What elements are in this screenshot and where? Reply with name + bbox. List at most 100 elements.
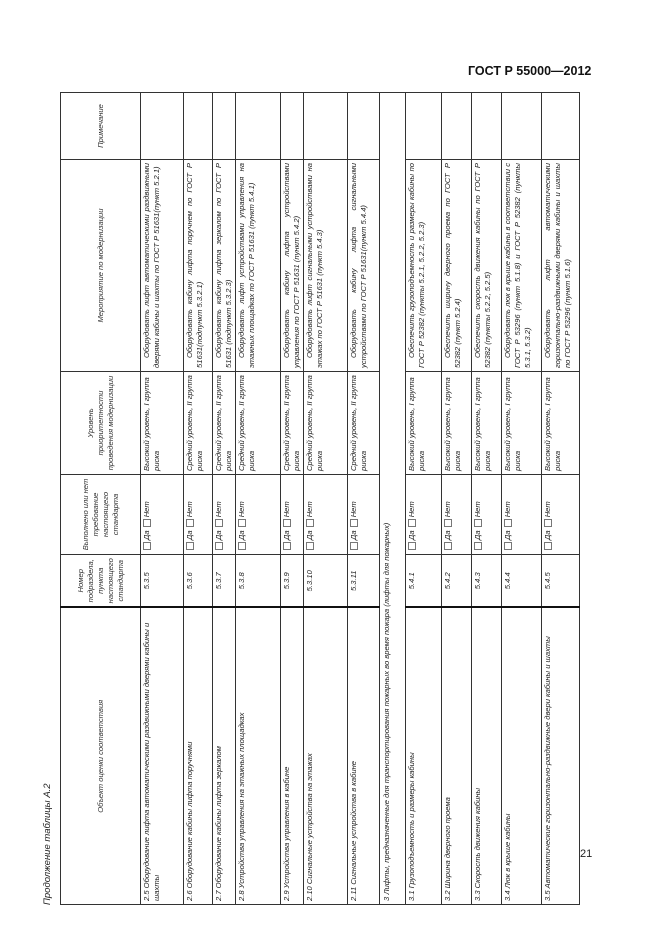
no-checkbox[interactable] bbox=[215, 519, 223, 528]
note-cell bbox=[541, 92, 580, 160]
note-cell bbox=[405, 92, 442, 160]
page-number: 21 bbox=[580, 848, 593, 860]
priority-cell: Средний уровень, II группа риска bbox=[183, 371, 213, 475]
yes-checkbox[interactable] bbox=[283, 542, 291, 550]
yes-checkbox[interactable] bbox=[504, 542, 512, 550]
table-row: 2.6 Оборудование кабины лифта поручнями 5… bbox=[183, 92, 213, 905]
done-cell: Да Нет bbox=[140, 474, 184, 555]
priority-cell: Средний уровень, II группа риска bbox=[280, 371, 304, 475]
no-label: Нет bbox=[349, 501, 358, 518]
note-cell bbox=[212, 92, 236, 160]
assessment-table: Объект оценки соответствия Номер подразд… bbox=[60, 92, 580, 905]
no-checkbox[interactable] bbox=[350, 519, 358, 528]
note-cell bbox=[501, 92, 542, 160]
table-header-row: Объект оценки соответствия Номер подразд… bbox=[60, 92, 141, 905]
section-number-cell: 5.4.4 bbox=[501, 554, 542, 608]
action-cell: Оборудовать лифт сигнальными устройствам… bbox=[303, 159, 348, 372]
no-checkbox[interactable] bbox=[444, 519, 452, 528]
section-number-cell: 5.3.6 bbox=[183, 554, 213, 608]
action-cell: Оборудовать кабину лифта устройствами уп… bbox=[280, 159, 304, 372]
done-cell: Да Нет bbox=[303, 474, 348, 555]
section-number-cell: 5.3.8 bbox=[235, 554, 281, 608]
no-checkbox[interactable] bbox=[306, 519, 314, 528]
action-cell: Оборудовать лифт устройствами управления… bbox=[235, 159, 281, 372]
table-row: 2.7 Оборудование кабины лифта зеркалом 5.… bbox=[212, 92, 236, 905]
done-cell: Да Нет bbox=[405, 474, 442, 555]
table-container: Объект оценки соответствия Номер подразд… bbox=[60, 92, 580, 905]
yes-label: Да bbox=[185, 530, 194, 540]
no-label: Нет bbox=[214, 501, 223, 518]
priority-cell: Средний уровень, II группа риска bbox=[212, 371, 236, 475]
no-checkbox[interactable] bbox=[238, 519, 246, 528]
no-checkbox[interactable] bbox=[474, 519, 482, 528]
done-cell: Да Нет bbox=[471, 474, 502, 555]
no-checkbox[interactable] bbox=[504, 519, 512, 528]
action-cell: Обеспечить грузоподъемность и размеры ка… bbox=[405, 159, 442, 372]
yes-checkbox[interactable] bbox=[444, 542, 452, 550]
section-number-cell: 5.4.5 bbox=[541, 554, 580, 608]
priority-cell: Высокий уровень, I группа риска bbox=[405, 371, 442, 475]
table-row: 3.5 Автоматические горизонтально-раздвиж… bbox=[541, 92, 580, 905]
no-label: Нет bbox=[237, 501, 246, 518]
yes-checkbox[interactable] bbox=[143, 542, 151, 550]
no-label: Нет bbox=[185, 501, 194, 518]
yes-checkbox[interactable] bbox=[408, 542, 416, 550]
action-cell: Оборудовать кабину лифта поручнем по ГОС… bbox=[183, 159, 213, 372]
no-label: Нет bbox=[407, 501, 416, 518]
yes-checkbox[interactable] bbox=[306, 542, 314, 550]
action-cell: Оборудовать кабину лифта сигнальными уст… bbox=[347, 159, 380, 372]
action-cell: Обеспечить ширину дверного проема по ГОС… bbox=[441, 159, 472, 372]
object-cell: 2.6 Оборудование кабины лифта поручнями bbox=[183, 607, 213, 905]
no-label: Нет bbox=[443, 501, 452, 518]
yes-label: Да bbox=[473, 530, 482, 540]
object-cell: 2.7 Оборудование кабины лифта зеркалом bbox=[212, 607, 236, 905]
table-row: 2.5 Оборудование лифта автоматическими р… bbox=[140, 92, 184, 905]
object-cell: 3.3 Скорость движения кабины bbox=[471, 607, 502, 905]
priority-cell: Средний уровень, II группа риска bbox=[235, 371, 281, 475]
yes-checkbox[interactable] bbox=[474, 542, 482, 550]
yes-checkbox[interactable] bbox=[186, 542, 194, 550]
no-checkbox[interactable] bbox=[283, 519, 291, 528]
column-header-priority: Уровень приоритетности проведения модерн… bbox=[60, 371, 141, 475]
priority-cell: Высокий уровень, I группа риска bbox=[441, 371, 472, 475]
done-cell: Да Нет bbox=[441, 474, 472, 555]
object-cell: 3.4 Люк в крыше кабины bbox=[501, 607, 542, 905]
action-cell: Оборудовать лифт автоматическими горизон… bbox=[541, 159, 580, 372]
priority-cell: Высокий уровень, I группа риска bbox=[471, 371, 502, 475]
yes-checkbox[interactable] bbox=[544, 542, 552, 550]
yes-checkbox[interactable] bbox=[238, 542, 246, 550]
yes-label: Да bbox=[237, 530, 246, 540]
no-label: Нет bbox=[282, 501, 291, 518]
note-cell bbox=[441, 92, 472, 160]
section-number-cell: 5.3.7 bbox=[212, 554, 236, 608]
column-header-number: Номер подраздела, пункта настоящего стан… bbox=[60, 554, 141, 608]
yes-checkbox[interactable] bbox=[350, 542, 358, 550]
object-cell: 2.10 Сигнальные устройства на этажах bbox=[303, 607, 348, 905]
section-number-cell: 5.3.9 bbox=[280, 554, 304, 608]
object-cell: 2.9 Устройства управления в кабине bbox=[280, 607, 304, 905]
no-checkbox[interactable] bbox=[544, 519, 552, 528]
yes-checkbox[interactable] bbox=[215, 542, 223, 550]
no-checkbox[interactable] bbox=[186, 519, 194, 528]
yes-label: Да bbox=[443, 530, 452, 540]
column-header-done: Выполнено или нет требование настоящего … bbox=[60, 474, 141, 555]
table-row: 3.3 Скорость движения кабины 5.4.3 Да Нет В… bbox=[471, 92, 502, 905]
no-checkbox[interactable] bbox=[143, 519, 151, 528]
no-checkbox[interactable] bbox=[408, 519, 416, 528]
section-number-cell: 5.4.3 bbox=[471, 554, 502, 608]
no-label: Нет bbox=[142, 501, 151, 518]
done-cell: Да Нет bbox=[347, 474, 380, 555]
column-header-object: Объект оценки соответствия bbox=[60, 607, 141, 905]
yes-label: Да bbox=[349, 530, 358, 540]
action-cell: Оборудовать лифт автоматическими раздвиж… bbox=[140, 159, 184, 372]
no-label: Нет bbox=[503, 501, 512, 518]
section-heading: 3 Лифты, предназначенные для транспортир… bbox=[379, 92, 406, 905]
done-cell: Да Нет bbox=[280, 474, 304, 555]
priority-cell: Высокий уровень, I группа риска bbox=[140, 371, 184, 475]
object-cell: 3.1 Грузоподъемность и размеры кабины bbox=[405, 607, 442, 905]
table-row: 3.1 Грузоподъемность и размеры кабины 5.4… bbox=[405, 92, 442, 905]
table-row: 2.8 Устройства управления на этажных пло… bbox=[235, 92, 281, 905]
table-row: 3.4 Люк в крыше кабины 5.4.4 Да Нет Высокий… bbox=[501, 92, 542, 905]
table-row: 2.10 Сигнальные устройства на этажах 5.3.… bbox=[303, 92, 348, 905]
action-cell: Оборудовать кабину лифта зеркалом по ГОС… bbox=[212, 159, 236, 372]
